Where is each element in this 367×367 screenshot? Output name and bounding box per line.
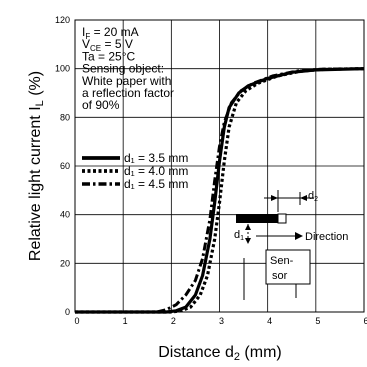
condition-line: VCE = 5 V — [82, 37, 133, 53]
condition-line: Ta = 25°C — [82, 49, 135, 63]
direction-label: Direction — [305, 231, 348, 243]
x-tick-label: 2 — [171, 316, 176, 326]
sensing-object-outline — [277, 213, 287, 224]
condition-line: a reflection factor — [82, 86, 174, 100]
legend-label-3: d₁ = 4.5 mm — [124, 177, 188, 191]
y-tick-label: 0 — [65, 307, 70, 317]
sensor-label-line2: sor — [272, 270, 288, 282]
y-axis-title: Relative light current IL (%) — [27, 71, 46, 261]
y-tick-label: 20 — [60, 258, 70, 268]
x-tick-label: 6 — [363, 316, 367, 326]
y-tick-label: 80 — [60, 112, 70, 122]
d2-label: d2 — [308, 190, 318, 203]
x-tick-label: 1 — [123, 316, 128, 326]
series-line-3 — [75, 67, 365, 314]
legend-label-1: d₁ = 3.5 mm — [124, 151, 188, 165]
condition-line: White paper with — [82, 74, 171, 88]
y-tick-label: 120 — [55, 15, 70, 25]
series-line-2 — [75, 67, 365, 314]
x-tick-label: 5 — [315, 316, 320, 326]
sensor-diagram: d2 d1 Direction Sen- sor — [234, 190, 348, 300]
sensing-object-bar — [236, 214, 278, 223]
series-layer — [75, 67, 365, 314]
x-axis-title: Distance d2 (mm) — [158, 344, 281, 363]
condition-line: Sensing object: — [82, 62, 164, 76]
sensor-box — [265, 249, 311, 285]
y-tick-label: 40 — [60, 210, 70, 220]
y-tick-label: 60 — [60, 161, 70, 171]
direction-arrow — [295, 232, 303, 240]
d1-arrow-up — [245, 224, 251, 230]
x-tick-label: 3 — [219, 316, 224, 326]
x-tick-label: 0 — [74, 316, 79, 326]
sensor-label-line1: Sen- — [270, 255, 294, 267]
legend-label-2: d₁ = 4.0 mm — [124, 164, 188, 178]
d1-arrow-down — [245, 238, 251, 244]
y-tick-label: 100 — [55, 64, 70, 74]
condition-line: of 90% — [82, 98, 120, 112]
d2-arrow-right — [300, 195, 307, 201]
d1-label: d1 — [234, 229, 244, 242]
d2-arrow-left — [271, 195, 278, 201]
x-tick-labels: 0 1 2 3 4 5 6 — [74, 316, 367, 326]
y-tick-labels: 0 20 40 60 80 100 120 — [55, 15, 70, 317]
condition-line: IF = 20 mA — [82, 25, 139, 41]
x-tick-label: 4 — [267, 316, 272, 326]
